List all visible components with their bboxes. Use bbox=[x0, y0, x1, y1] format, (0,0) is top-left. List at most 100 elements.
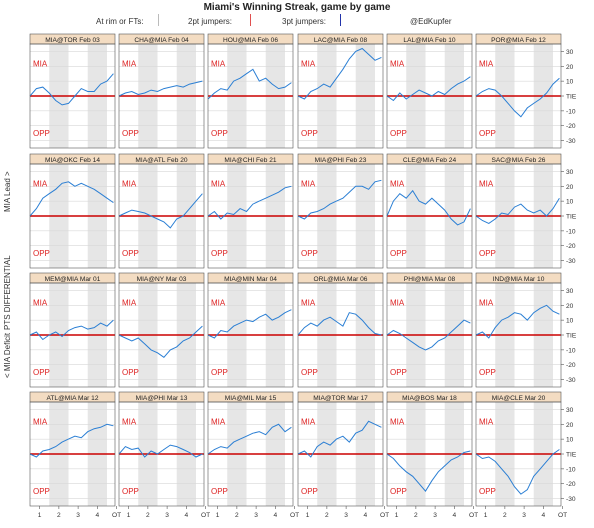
panel-title: IND@MIA Mar 10 bbox=[493, 276, 545, 283]
panel-title: MEM@MIA Mar 01 bbox=[45, 276, 101, 283]
game-panel: POR@MIA Feb 12 MIA OPP 30 20 10 TIE -10 -20 -30 bbox=[475, 33, 577, 149]
y-tick-label: -30 bbox=[566, 496, 576, 503]
x-tick-label: 2 bbox=[503, 512, 507, 519]
panel-frame bbox=[297, 282, 384, 388]
game-panel: SAC@MIA Feb 26 MIA OPP 30 20 10 TIE -10 -20 -30 bbox=[475, 153, 577, 269]
team-label: MIA bbox=[211, 298, 226, 307]
x-tick-label: 1 bbox=[127, 512, 131, 519]
game-panel: IND@MIA Mar 10 MIA OPP 30 20 10 TIE -10 -20 -30 bbox=[475, 272, 577, 388]
panel-title: PHI@MIA Mar 08 bbox=[404, 276, 456, 283]
opponent-label: OPP bbox=[390, 368, 407, 377]
team-label: MIA bbox=[211, 417, 226, 426]
y-tick-label: 20 bbox=[566, 184, 574, 191]
opponent-label: OPP bbox=[301, 368, 318, 377]
panel-frame bbox=[29, 282, 116, 388]
game-panel: MIA@CHI Feb 21 MIA OPP bbox=[207, 153, 294, 269]
panel-title: MIA@MIN Mar 04 bbox=[224, 276, 277, 283]
y-tick-label: -10 bbox=[566, 347, 576, 354]
panel-title: MIA@BOS Mar 18 bbox=[402, 395, 457, 402]
y-tick-label: -30 bbox=[566, 138, 576, 145]
panel-frame bbox=[118, 401, 205, 507]
team-label: MIA bbox=[122, 417, 137, 426]
x-tick-label: 1 bbox=[395, 512, 399, 519]
opponent-label: OPP bbox=[211, 368, 228, 377]
game-panel: HOU@MIA Feb 06 MIA OPP bbox=[207, 33, 294, 149]
panel-title: MIA@ATL Feb 20 bbox=[135, 157, 187, 164]
opponent-label: OPP bbox=[33, 249, 50, 258]
legend-label-rim: At rim or FTs: bbox=[96, 17, 144, 26]
panel-title: MIA@TOR Feb 03 bbox=[45, 37, 100, 44]
panel-frame bbox=[118, 282, 205, 388]
team-label: MIA bbox=[390, 298, 405, 307]
opponent-label: OPP bbox=[33, 368, 50, 377]
opponent-label: OPP bbox=[211, 249, 228, 258]
panel-title: MIA@MIL Mar 15 bbox=[225, 395, 277, 402]
score-line bbox=[297, 420, 382, 458]
y-tick-label: 20 bbox=[566, 303, 574, 310]
x-tick-label: 2 bbox=[57, 512, 61, 519]
legend-mark-3pt bbox=[340, 14, 341, 26]
panel-title: MIA@NY Mar 03 bbox=[137, 276, 187, 283]
team-label: MIA bbox=[211, 59, 226, 68]
game-panel: MIA@CLE Mar 20 MIA OPP 30 20 10 TIE -10 -20 -30 1 2… bbox=[475, 391, 577, 519]
x-tick-label: 4 bbox=[274, 512, 278, 519]
x-tick-label: 2 bbox=[414, 512, 418, 519]
panel-title: CLE@MIA Feb 24 bbox=[403, 157, 457, 164]
panel-title: POR@MIA Feb 12 bbox=[491, 37, 546, 44]
x-tick-label: 4 bbox=[453, 512, 457, 519]
team-label: MIA bbox=[479, 417, 494, 426]
y-tick-label: -20 bbox=[566, 243, 576, 250]
team-label: MIA bbox=[390, 179, 405, 188]
score-line bbox=[386, 319, 471, 351]
team-label: MIA bbox=[390, 417, 405, 426]
legend-label-2pt: 2pt jumpers: bbox=[188, 17, 233, 26]
panel-title: ATL@MIA Mar 12 bbox=[46, 395, 98, 402]
score-line bbox=[118, 80, 203, 97]
x-tick-label: 3 bbox=[76, 512, 80, 519]
team-label: MIA bbox=[211, 179, 226, 188]
y-tick-label: -30 bbox=[566, 258, 576, 265]
y-tick-label: -10 bbox=[566, 228, 576, 235]
team-label: MIA bbox=[301, 417, 316, 426]
game-panel: CLE@MIA Feb 24 MIA OPP bbox=[386, 153, 473, 269]
opponent-label: OPP bbox=[122, 129, 139, 138]
x-tick-label: 1 bbox=[38, 512, 42, 519]
x-tick-label: OT bbox=[112, 512, 121, 519]
team-label: MIA bbox=[33, 179, 48, 188]
opponent-label: OPP bbox=[390, 487, 407, 496]
panel-title: MIA@CHI Feb 21 bbox=[224, 157, 276, 164]
game-panel: MIA@OKC Feb 14 MIA OPP bbox=[29, 153, 116, 269]
x-tick-label: 3 bbox=[344, 512, 348, 519]
team-label: MIA bbox=[479, 179, 494, 188]
x-tick-label: 1 bbox=[484, 512, 488, 519]
panel-frame bbox=[207, 163, 294, 269]
game-panel: MIA@BOS Mar 18 MIA OPP 1 2 3 4 OT bbox=[386, 391, 478, 519]
x-tick-label: 4 bbox=[364, 512, 368, 519]
x-tick-label: 1 bbox=[216, 512, 220, 519]
opponent-label: OPP bbox=[122, 249, 139, 258]
score-line bbox=[475, 449, 560, 495]
x-tick-label: 3 bbox=[165, 512, 169, 519]
panel-title: MIA@PHI Feb 23 bbox=[315, 157, 367, 164]
panel-frame bbox=[297, 163, 384, 269]
team-label: MIA bbox=[301, 179, 316, 188]
y-tick-label: 30 bbox=[566, 169, 574, 176]
opponent-label: OPP bbox=[301, 249, 318, 258]
score-line bbox=[386, 450, 471, 492]
score-line bbox=[475, 197, 560, 224]
opponent-label: OPP bbox=[479, 368, 496, 377]
opponent-label: OPP bbox=[211, 487, 228, 496]
y-tick-label: 30 bbox=[566, 49, 574, 56]
panel-frame bbox=[118, 43, 205, 149]
y-tick-label: TIE bbox=[566, 214, 577, 221]
panel-title: MIA@OKC Feb 14 bbox=[45, 157, 100, 164]
team-label: MIA bbox=[301, 298, 316, 307]
y-tick-label: -20 bbox=[566, 123, 576, 130]
x-tick-label: 3 bbox=[433, 512, 437, 519]
game-panel: CHA@MIA Feb 04 MIA OPP bbox=[118, 33, 205, 149]
panel-frame bbox=[386, 43, 473, 149]
y-tick-label: -10 bbox=[566, 466, 576, 473]
opponent-label: OPP bbox=[122, 368, 139, 377]
panel-frame bbox=[297, 43, 384, 149]
score-line bbox=[207, 185, 292, 220]
